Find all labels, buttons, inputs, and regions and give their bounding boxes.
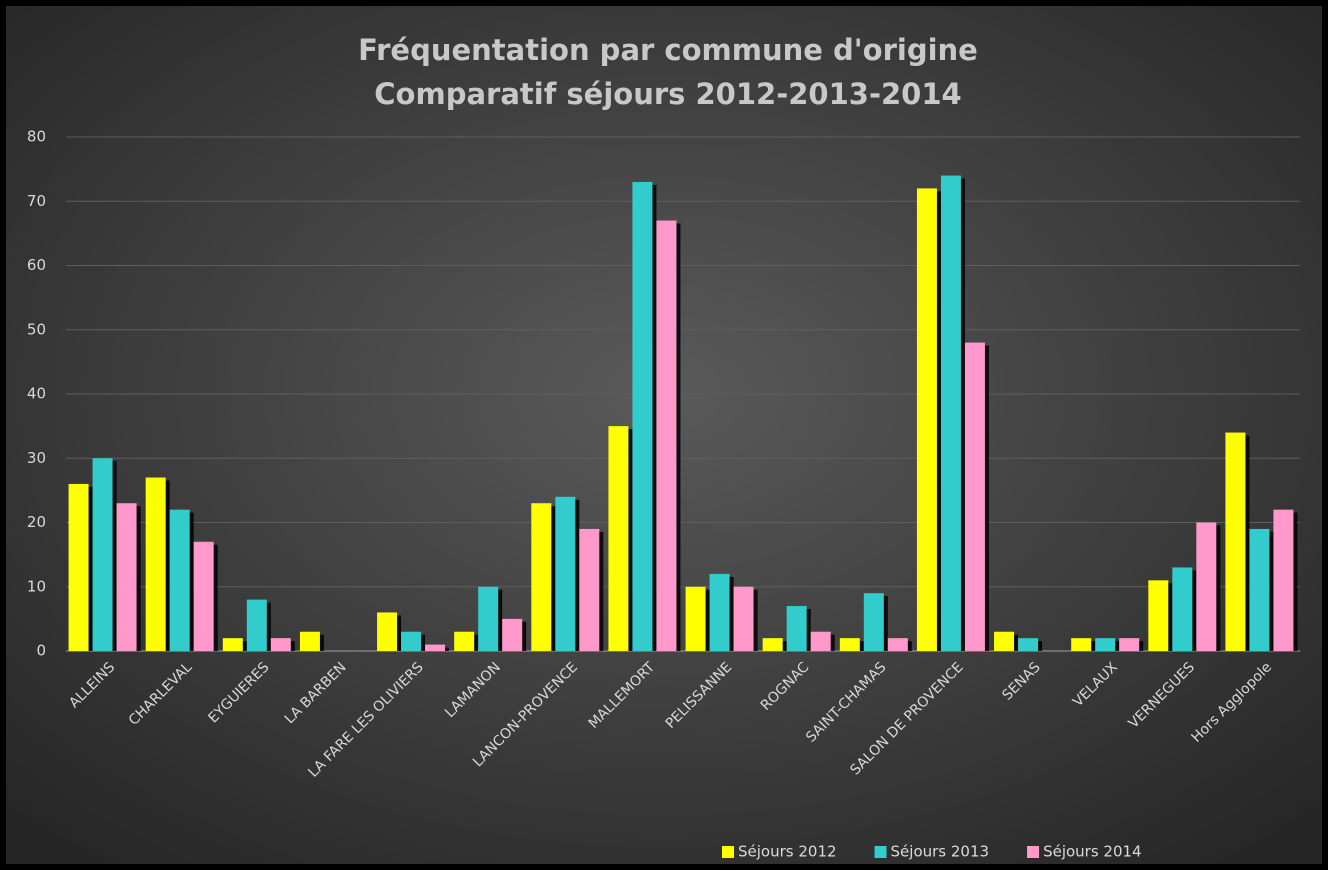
bar (1273, 509, 1294, 651)
bar (810, 631, 831, 651)
y-tick-label: 0 (36, 642, 46, 660)
bar (1095, 638, 1116, 651)
y-tick-label: 20 (27, 513, 46, 531)
bar (733, 586, 754, 651)
bar (1196, 522, 1217, 651)
bar (502, 618, 523, 651)
bar (222, 638, 243, 651)
y-tick-label: 30 (27, 449, 46, 467)
bar (786, 606, 807, 651)
bar (1148, 580, 1169, 651)
bar (579, 528, 600, 651)
bar (531, 503, 552, 651)
legend-swatch (874, 846, 887, 858)
bar (1225, 432, 1246, 651)
bar (92, 458, 113, 651)
bar (555, 496, 576, 651)
bar (1249, 528, 1270, 651)
bar (169, 509, 190, 651)
legend-swatch (722, 846, 734, 858)
bar (632, 181, 653, 651)
bar (685, 586, 706, 651)
bar (608, 426, 629, 651)
bar (145, 477, 166, 651)
bar (656, 220, 677, 651)
chart-title: Fréquentation par commune d'origine (358, 33, 978, 67)
bar (478, 586, 499, 651)
legend-label: Séjours 2012 (738, 843, 837, 861)
bar (863, 593, 884, 651)
bar (709, 573, 730, 651)
y-tick-label: 70 (27, 192, 46, 210)
bar (193, 541, 214, 651)
bar (377, 612, 398, 651)
y-tick-label: 40 (27, 385, 46, 403)
legend-label: Séjours 2014 (1043, 843, 1142, 861)
bar (246, 599, 267, 651)
bar (940, 175, 961, 652)
legend-swatch (1027, 846, 1040, 858)
bar (1172, 567, 1193, 651)
legend-label: Séjours 2013 (891, 843, 990, 861)
bar (916, 188, 937, 651)
bar (299, 631, 320, 651)
bar (116, 503, 137, 651)
bar (839, 638, 860, 651)
y-tick-label: 60 (27, 256, 46, 274)
bar (964, 342, 985, 651)
bar (994, 631, 1015, 651)
bar (425, 644, 446, 651)
bar (401, 631, 422, 651)
bar (1071, 638, 1092, 651)
bar (887, 638, 908, 651)
bar (762, 638, 783, 651)
chart-subtitle: Comparatif séjours 2012-2013-2014 (374, 77, 961, 111)
bar (1018, 638, 1039, 651)
bar (270, 638, 291, 651)
bar (68, 483, 89, 651)
y-tick-label: 50 (27, 320, 46, 338)
y-tick-label: 10 (27, 577, 46, 595)
bar (1119, 638, 1140, 651)
bar (454, 631, 475, 651)
y-tick-label: 80 (27, 128, 46, 146)
